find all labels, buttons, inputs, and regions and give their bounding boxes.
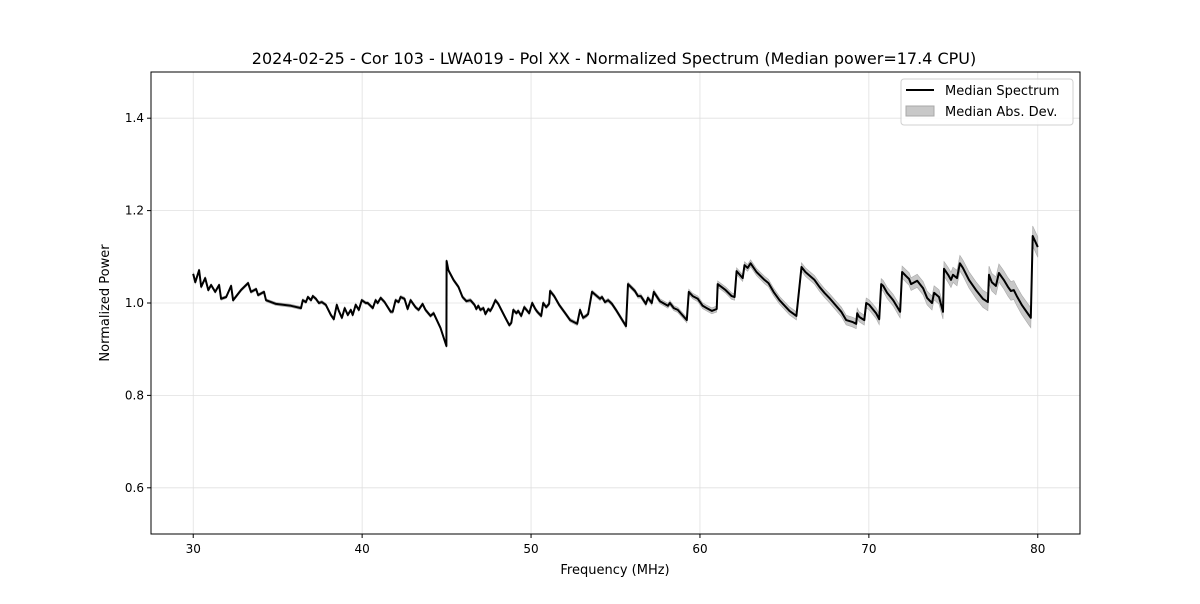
- x-tick-label: 50: [523, 542, 538, 556]
- x-tick-label: 60: [692, 542, 707, 556]
- y-tick-label: 1.0: [125, 296, 144, 310]
- x-axis-label: Frequency (MHz): [560, 563, 669, 578]
- legend-label-median-spectrum: Median Spectrum: [945, 84, 1059, 99]
- x-tick-label: 70: [861, 542, 876, 556]
- y-axis-ticks: 0.6 0.8 1.0 1.2 1.4: [125, 111, 151, 495]
- x-tick-label: 40: [354, 542, 369, 556]
- y-tick-label: 1.2: [125, 204, 144, 218]
- y-tick-label: 0.6: [125, 481, 144, 495]
- legend: Median Spectrum Median Abs. Dev.: [900, 78, 1074, 126]
- x-tick-label: 30: [186, 542, 201, 556]
- legend-box: [900, 78, 1074, 126]
- x-axis-ticks: 30 40 50 60 70 80: [186, 534, 1045, 556]
- y-tick-label: 0.8: [125, 388, 144, 402]
- mad-band-layer: [192, 225, 1039, 348]
- mad-band: [192, 225, 1039, 348]
- x-tick-label: 80: [1030, 542, 1045, 556]
- legend-band-swatch: [905, 105, 935, 117]
- legend-label-mad: Median Abs. Dev.: [945, 105, 1057, 120]
- series-layer: [192, 235, 1039, 347]
- median-spectrum-line: [192, 235, 1039, 347]
- y-tick-label: 1.4: [125, 111, 144, 125]
- y-axis-label: Normalized Power: [98, 244, 113, 362]
- chart-title: 2024-02-25 - Cor 103 - LWA019 - Pol XX -…: [252, 49, 976, 68]
